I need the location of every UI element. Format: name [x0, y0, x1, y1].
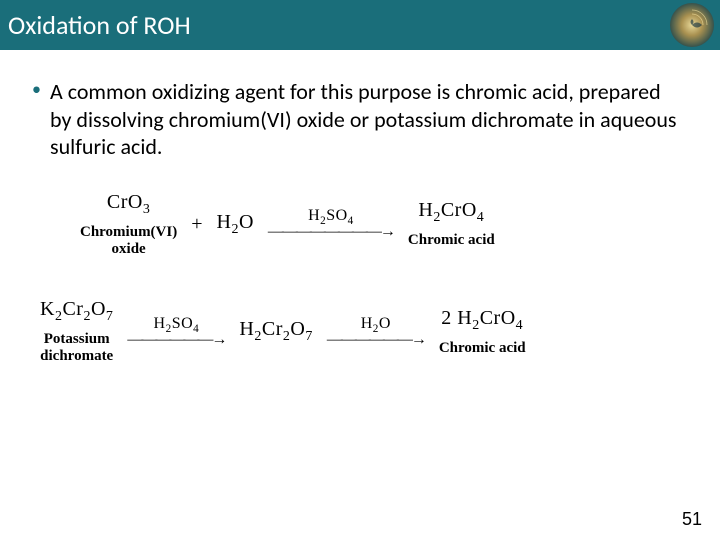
body-bullet: A common oxidizing agent for this purpos… [0, 50, 720, 161]
page-number: 51 [682, 509, 702, 530]
r2-intermediate: H2Cr2O7 [239, 318, 312, 345]
nautilus-logo-icon [669, 2, 715, 48]
slide-header: Oxidation of ROH [0, 0, 720, 50]
r1-reactant1-label: Chromium(VI)oxide [80, 224, 177, 259]
reaction-2: K2Cr2O7 Potassiumdichromate H2SO4 ――――――… [40, 298, 660, 366]
reaction-1: CrO3 Chromium(VI)oxide + H2O H2SO4 ―――――… [80, 191, 660, 259]
arrow-icon: ――――――→ [127, 331, 225, 349]
arrow-icon: ――――――→ [327, 331, 425, 349]
chemistry-area: CrO3 Chromium(VI)oxide + H2O H2SO4 ―――――… [0, 161, 720, 366]
r2-product: 2 H2CrO4 [441, 307, 523, 334]
arrow-icon: ――――――――→ [268, 223, 394, 241]
r1-product: H2CrO4 [418, 199, 484, 226]
slide-title: Oxidation of ROH [8, 9, 191, 41]
r2-reactant1: K2Cr2O7 [40, 298, 113, 325]
r1-reactant2: H2O [217, 211, 254, 238]
bullet-content: A common oxidizing agent for this purpos… [50, 78, 677, 160]
r2-reactant1-label: Potassiumdichromate [40, 331, 113, 366]
r1-reactant1: CrO3 [107, 191, 150, 218]
r2-product-label: Chromic acid [439, 340, 526, 357]
plus-sign: + [191, 213, 202, 236]
r1-product-label: Chromic acid [408, 232, 495, 249]
